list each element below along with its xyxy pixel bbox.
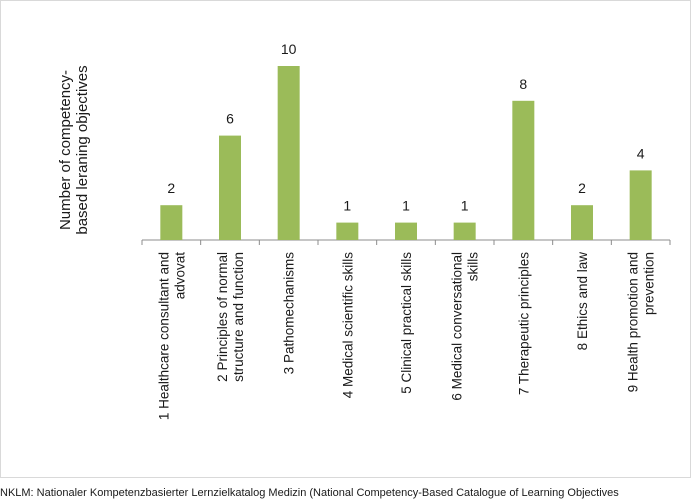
category-label: 5 Clinical practical skills: [399, 252, 414, 394]
data-label: 1: [461, 198, 469, 214]
data-label: 2: [167, 180, 175, 196]
category-label: 6 Medical conversationalskills: [450, 252, 481, 401]
bar: [453, 222, 476, 240]
caption-text: NKLM: Nationaler Kompetenzbasierter Lern…: [0, 487, 619, 499]
data-label: 4: [637, 145, 645, 161]
bar: [160, 205, 183, 240]
bar: [336, 222, 359, 240]
category-label: 7 Therapeutic principles: [516, 252, 531, 395]
bar: [277, 66, 300, 240]
bar: [395, 222, 417, 240]
bar: [571, 205, 593, 240]
data-label: 1: [402, 198, 410, 214]
category-label: 4 Medical scientific skills: [340, 252, 355, 399]
data-label: 8: [519, 76, 527, 92]
data-label: 2: [578, 180, 586, 196]
category-label: 1 Healthcare consultant andadvovat: [156, 252, 187, 420]
category-label: 9 Health promotion andprevention: [626, 252, 657, 392]
bar: [219, 135, 241, 240]
bar: [512, 100, 535, 240]
category-label: 3 Pathomechanisms: [282, 252, 297, 375]
bar: [629, 170, 652, 240]
category-label: 8 Ethics and law: [575, 252, 590, 351]
data-label: 10: [281, 41, 297, 57]
data-label: 6: [226, 111, 234, 127]
y-axis-title: Number of competency-based leraning obje…: [57, 65, 91, 234]
data-label: 1: [343, 198, 351, 214]
category-label: 2 Principles of normalstructure and func…: [215, 252, 246, 382]
